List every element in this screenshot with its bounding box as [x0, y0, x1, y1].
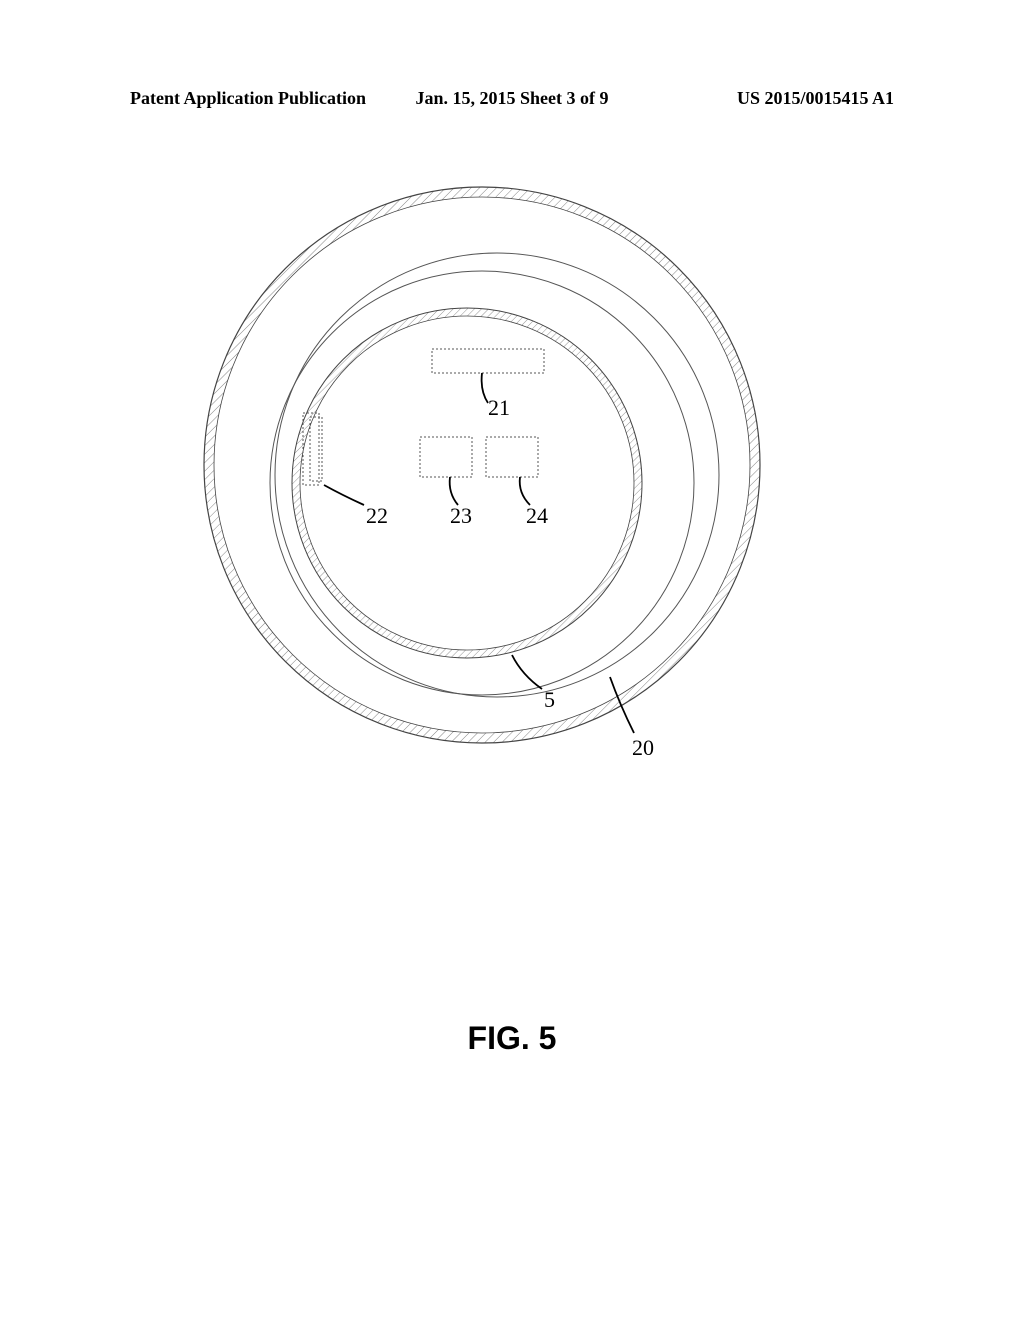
patent-diagram: 21 22 23 24 5 20: [202, 185, 762, 745]
inner-ring-hatch: [292, 308, 642, 658]
figure-caption: FIG. 5: [0, 1020, 1024, 1057]
ref-label-22: 22: [366, 503, 388, 528]
ref-label-24: 24: [526, 503, 548, 528]
ref-label-23: 23: [450, 503, 472, 528]
ref-label-21: 21: [488, 395, 510, 420]
header-patent-number: US 2015/0015415 A1: [639, 88, 894, 109]
header-date-sheet: Jan. 15, 2015 Sheet 3 of 9: [385, 88, 640, 109]
header-publication: Patent Application Publication: [130, 88, 385, 109]
diagram-svg: 21 22 23 24 5 20: [202, 185, 762, 785]
page-header: Patent Application Publication Jan. 15, …: [0, 88, 1024, 109]
ref-label-20: 20: [632, 735, 654, 760]
ref-label-5: 5: [544, 687, 555, 712]
